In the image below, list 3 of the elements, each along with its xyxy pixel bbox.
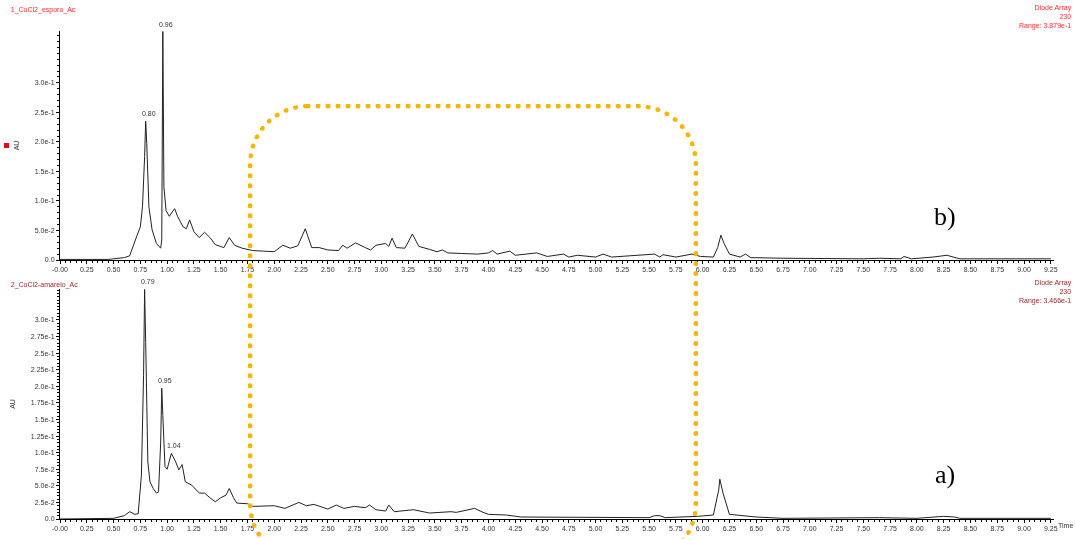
annotation: a) (935, 460, 956, 489)
line-series (60, 31, 1052, 260)
annotation: b) (934, 202, 956, 231)
